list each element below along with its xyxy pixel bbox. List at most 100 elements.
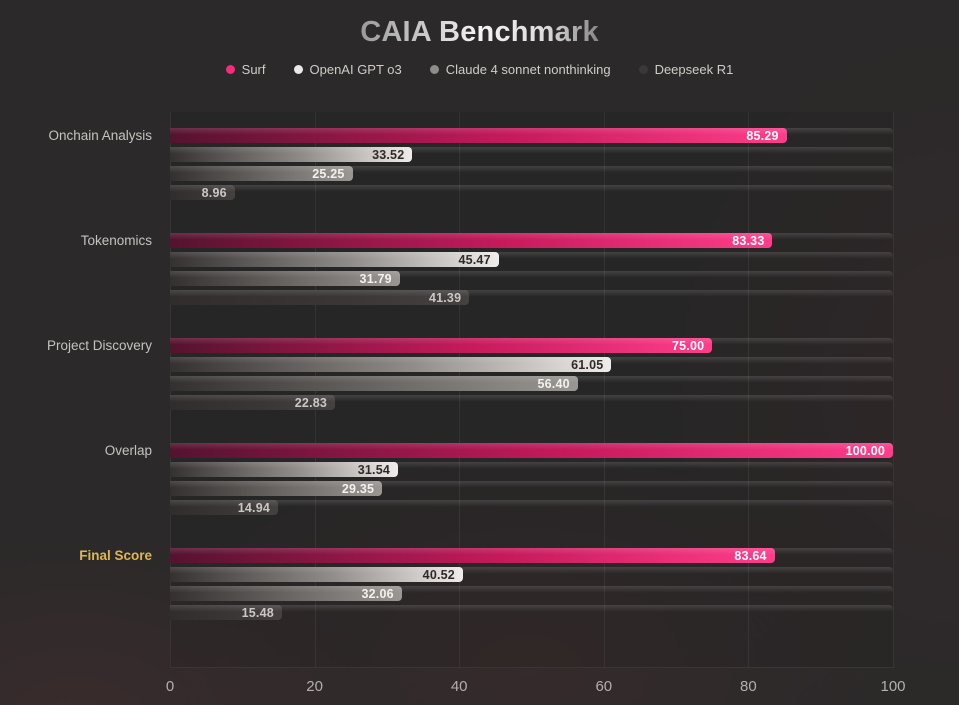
legend-item-openai-gpt-o3: OpenAI GPT o3 [293, 62, 402, 77]
gridline-80 [748, 112, 750, 668]
legend-label: Surf [241, 62, 266, 77]
bar-row-claude-4-sonnet-nonthinking: 25.25 [170, 166, 893, 181]
bar-sheen [170, 252, 893, 267]
x-tick-0: 0 [165, 678, 175, 695]
bar-sheen [170, 462, 893, 477]
bar-deepseek-r1-onchain-analysis: 8.96 [170, 185, 893, 200]
bar-sheen [170, 395, 893, 410]
bar-sheen [170, 567, 893, 582]
value-label: 14.94 [237, 500, 271, 515]
gridline-100 [893, 112, 894, 668]
bar-row-openai-gpt-o3: 40.52 [170, 567, 893, 582]
bar-sheen [170, 147, 893, 162]
legend-label: Claude 4 sonnet nonthinking [445, 62, 611, 77]
group-project-discovery: Project Discovery 75.00 61.05 56.40 22.83 [47, 338, 893, 410]
legend: Surf OpenAI GPT o3 Claude 4 sonnet nonthin… [0, 62, 959, 77]
group-final-score: Final Score 83.64 40.52 32.06 15.48 [79, 548, 893, 620]
bar-sheen [170, 443, 893, 458]
legend-dot-openai-gpt-o3 [293, 65, 303, 74]
bar-sheen [170, 357, 893, 372]
bar-sheen [170, 166, 893, 181]
gridline-60 [603, 112, 605, 668]
x-axis: 0 20 40 60 80 100 [166, 677, 906, 697]
bar-deepseek-r1-tokenomics: 41.39 [170, 290, 893, 305]
bar-row-openai-gpt-o3: 31.54 [170, 462, 893, 477]
value-label: 33.52 [372, 147, 405, 162]
value-label: 15.48 [241, 605, 274, 620]
bar-row-surf: 75.00 [170, 338, 893, 353]
value-label: 61.05 [571, 357, 604, 372]
x-tick-100: 100 [880, 678, 906, 695]
bar-row-deepseek-r1: 22.83 [170, 395, 893, 410]
bar-deepseek-r1-project-discovery: 22.83 [170, 395, 893, 410]
bar-sheen [170, 128, 893, 143]
bar-openai-gpt-o3-final-score: 40.52 [170, 567, 893, 582]
bar-openai-gpt-o3-overlap: 31.54 [170, 462, 893, 477]
x-tick-60: 60 [595, 678, 613, 695]
bar-claude-4-sonnet-nonthinking-project-discovery: 56.40 [170, 376, 893, 391]
bar-surf-project-discovery: 75.00 [170, 338, 893, 353]
bar-claude-4-sonnet-nonthinking-tokenomics: 31.79 [170, 271, 893, 286]
value-label: 41.39 [428, 290, 462, 305]
bar-row-claude-4-sonnet-nonthinking: 31.79 [170, 271, 893, 286]
bar-openai-gpt-o3-tokenomics: 45.47 [170, 252, 893, 267]
value-label: 29.35 [341, 481, 375, 496]
value-label: 83.64 [734, 548, 767, 563]
bar-sheen [170, 481, 893, 496]
bar-row-claude-4-sonnet-nonthinking: 32.06 [170, 586, 893, 601]
legend-dot-claude-4-sonnet-nonthinking [429, 65, 439, 74]
bar-row-deepseek-r1: 41.39 [170, 290, 893, 305]
value-label: 31.79 [359, 271, 392, 286]
category-label-onchain-analysis: Onchain Analysis [48, 128, 152, 143]
group-onchain-analysis: Onchain Analysis 85.29 33.52 25.25 8.96 [48, 128, 893, 200]
category-label-final-score: Final Score [79, 548, 152, 563]
bar-sheen [170, 338, 893, 353]
bar-claude-4-sonnet-nonthinking-final-score: 32.06 [170, 586, 893, 601]
axis-baseline [170, 667, 893, 668]
legend-item-claude-4-sonnet-nonthinking: Claude 4 sonnet nonthinking [429, 62, 611, 77]
bar-row-surf: 83.33 [170, 233, 893, 248]
value-label: 8.96 [201, 185, 227, 200]
legend-item-surf: Surf [225, 62, 266, 77]
bar-sheen [170, 548, 893, 563]
bar-sheen [170, 376, 893, 391]
bar-row-deepseek-r1: 8.96 [170, 185, 893, 200]
legend-label: Deepseek R1 [654, 62, 734, 77]
legend-item-deepseek-r1: Deepseek R1 [638, 62, 734, 77]
bar-claude-4-sonnet-nonthinking-onchain-analysis: 25.25 [170, 166, 893, 181]
legend-dot-surf [225, 65, 235, 74]
bar-claude-4-sonnet-nonthinking-overlap: 29.35 [170, 481, 893, 496]
value-label: 31.54 [357, 462, 391, 477]
legend-dot-deepseek-r1 [638, 65, 648, 74]
value-label: 40.52 [422, 567, 455, 582]
bar-surf-overlap: 100.00 [170, 443, 893, 458]
bar-row-openai-gpt-o3: 45.47 [170, 252, 893, 267]
bar-deepseek-r1-overlap: 14.94 [170, 500, 893, 515]
bar-row-openai-gpt-o3: 33.52 [170, 147, 893, 162]
group-tokenomics: Tokenomics 83.33 45.47 31.79 41.39 [81, 233, 893, 305]
group-overlap: Overlap 100.00 31.54 29.35 14.94 [105, 443, 893, 515]
bar-sheen [170, 586, 893, 601]
bar-sheen [170, 605, 893, 620]
bar-sheen [170, 185, 893, 200]
bar-row-claude-4-sonnet-nonthinking: 56.40 [170, 376, 893, 391]
value-label: 56.40 [537, 376, 570, 391]
bar-surf-onchain-analysis: 85.29 [170, 128, 893, 143]
category-label-overlap: Overlap [104, 443, 152, 458]
category-label-tokenomics: Tokenomics [80, 233, 152, 248]
plot-area: Onchain Analysis 85.29 33.52 25.25 8.96 Token… [47, 112, 894, 668]
legend-label: OpenAI GPT o3 [309, 62, 402, 77]
value-label: 25.25 [312, 166, 345, 181]
bar-row-claude-4-sonnet-nonthinking: 29.35 [170, 481, 893, 496]
category-label-project-discovery: Project Discovery [46, 338, 152, 353]
bar-row-surf: 100.00 [170, 443, 893, 458]
bar-row-deepseek-r1: 14.94 [170, 500, 893, 515]
bar-sheen [170, 500, 893, 515]
x-tick-40: 40 [450, 678, 468, 695]
bar-sheen [170, 233, 893, 248]
bar-openai-gpt-o3-project-discovery: 61.05 [170, 357, 893, 372]
value-label: 32.06 [361, 586, 394, 601]
bar-surf-tokenomics: 83.33 [170, 233, 893, 248]
value-label: 85.29 [746, 128, 779, 143]
